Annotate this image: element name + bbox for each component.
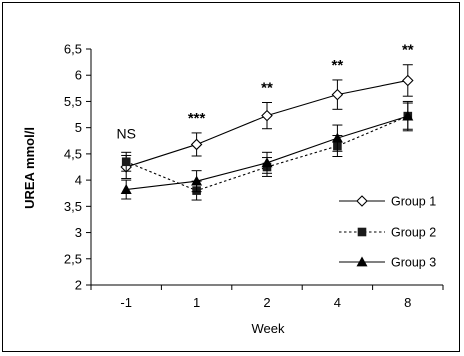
x-tick-label: 8 — [404, 295, 411, 310]
data-point — [331, 132, 343, 143]
x-axis-title: Week — [252, 321, 285, 336]
data-point — [190, 138, 203, 151]
y-tick-label: 6,5 — [64, 42, 82, 57]
y-tick-label: 4 — [75, 173, 82, 188]
data-point — [331, 88, 344, 101]
y-tick-label: 3,5 — [64, 199, 82, 214]
legend-marker — [356, 195, 368, 207]
legend-label: Group 2 — [391, 226, 436, 240]
y-tick-label: 3 — [75, 225, 82, 240]
data-point — [261, 109, 273, 122]
y-tick-label: 6 — [75, 68, 82, 83]
significance-annotations: NS********* — [116, 42, 413, 142]
x-tick-label: 2 — [263, 295, 270, 310]
y-tick-label: 2,5 — [64, 251, 82, 266]
significance-label: ** — [402, 42, 414, 59]
y-tick-label: 5,5 — [64, 94, 82, 109]
urea-line-chart: 22,533,544,555,566,5-1 1 2 4 8 NS********* G… — [22, 42, 444, 336]
x-tick-label: 4 — [334, 295, 341, 310]
legend-label: Group 1 — [391, 195, 436, 209]
significance-label: ** — [261, 79, 273, 96]
legend-marker — [357, 227, 367, 237]
y-tick-label: 2 — [75, 278, 82, 293]
data-point — [402, 74, 414, 87]
data-point — [402, 110, 414, 121]
chart-axes: 2 2,5 3 3,5 4 4,5 5 5,5 6 6,5 -1 1 2 4 8 — [64, 42, 444, 310]
legend-label: Group 3 — [391, 256, 436, 270]
legend: Group 1 Group 2 Group 3 — [339, 195, 436, 270]
significance-label: NS — [116, 125, 135, 141]
y-axis-title: UREA mmol/l — [22, 127, 37, 209]
significance-label: *** — [188, 110, 206, 127]
chart-frame: 2 2,5 3 3,5 4 4,5 5 5,5 6 6,5 -1 1 2 4 8 NS *** ** ** ** G… — [2, 2, 460, 352]
y-tick-label: 5 — [75, 120, 82, 135]
data-point — [191, 175, 203, 186]
y-tick-label: 4,5 — [64, 146, 82, 161]
x-tick-label: 1 — [193, 295, 200, 310]
data-point — [121, 157, 131, 167]
data-point — [120, 184, 132, 194]
data-point — [261, 157, 273, 168]
legend-marker — [356, 256, 368, 267]
legend-entry: Group 2 — [339, 226, 436, 240]
significance-label: ** — [332, 57, 344, 74]
legend-entry: Group 3 — [339, 256, 436, 270]
series-layer — [120, 64, 414, 201]
series-1 — [120, 64, 414, 180]
x-tick-label: -1 — [120, 295, 132, 310]
legend-entry: Group 1 — [339, 195, 436, 209]
series-3 — [120, 100, 414, 200]
